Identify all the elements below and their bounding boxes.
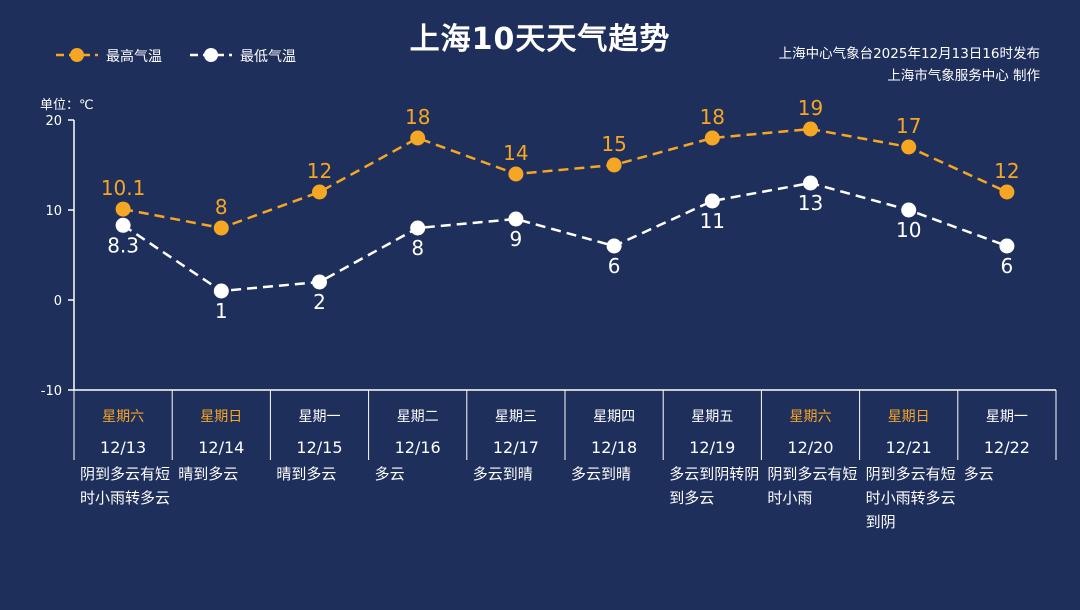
date-label: 12/16 [394,438,441,457]
date-label: 12/18 [591,438,638,457]
high-temp-label: 12 [307,159,332,183]
high-temp-point [115,201,131,217]
low-temp-line [122,181,1008,293]
legend-swatch-low [190,48,232,62]
high-temp-label: 14 [503,141,528,165]
day-cell: 星期日 12/21 [860,392,958,457]
legend-label-low: 最低气温 [240,49,296,65]
day-cell: 星期六 12/13 [74,392,172,457]
high-temp-point [901,139,917,155]
high-temp-point [999,184,1015,200]
high-temp-point [508,166,524,182]
low-temp-label: 9 [510,227,523,251]
low-temp-point [803,175,818,191]
high-temp-point [312,184,327,200]
weather-description: 阴到多云有短时小雨 [767,465,858,507]
low-temp-label: 8 [411,236,424,260]
low-temp-label: 10 [896,218,921,242]
date-label: 12/22 [983,438,1030,457]
y-tick-label: 0 [54,294,62,309]
source-producer: 上海市气象服务中心 制作 [887,68,1040,84]
high-temp-label: 8 [215,195,228,219]
low-temp-point [606,238,622,254]
weekday-label: 星期日 [887,409,930,425]
low-temp-label: 8.3 [107,233,139,257]
low-temp-point [508,211,524,227]
weather-description: 多云 [963,465,994,483]
high-temp-point [803,121,818,137]
y-tick-label: 10 [45,204,62,219]
weather-description: 阴到多云有短时小雨转多云 [80,465,171,507]
date-label: 12/17 [492,438,539,457]
high-temp-point [704,130,720,146]
weekday-label: 星期三 [494,409,537,425]
weekday-label: 星期一 [985,409,1028,425]
date-label: 12/14 [198,438,245,457]
weekday-label: 星期一 [298,409,341,425]
high-temp-label: 19 [798,96,823,120]
low-temp-label: 6 [1001,254,1014,278]
high-temp-label: 17 [896,114,921,138]
day-cell: 星期二 12/16 [369,392,467,457]
weekday-label: 星期日 [200,409,243,425]
day-cell: 星期五 12/19 [663,392,761,457]
low-temp-label: 13 [798,191,823,215]
date-label: 12/21 [885,438,932,457]
day-cell: 星期一 12/15 [270,392,368,457]
date-label: 12/13 [100,438,147,457]
high-temp-label: 18 [405,105,430,129]
chart-title: 上海10天天气趋势 [409,22,671,57]
high-temp-point [410,130,426,146]
legend-label-high: 最高气温 [106,49,162,65]
low-temp-point [704,193,720,209]
weather-description: 多云到阴转阴到多云 [669,465,760,507]
high-temp-point [606,157,622,173]
low-temp-point [410,220,426,236]
low-temp-point [115,217,131,233]
high-temp-line [122,127,1008,230]
date-label: 12/19 [689,438,736,457]
low-temp-label: 2 [313,290,326,314]
weekday-label: 星期五 [691,409,734,425]
day-cell: 星期六 12/20 [761,392,859,457]
weekday-label: 星期六 [102,409,145,425]
weather-description: 晴到多云 [276,465,337,483]
weekday-label: 星期二 [396,409,439,425]
high-temp-label: 12 [994,159,1019,183]
date-label: 12/15 [296,438,343,457]
low-temp-point [213,283,229,299]
day-cell: 星期四 12/18 [565,392,663,457]
weekday-label: 星期四 [593,409,636,425]
day-cell: 星期三 12/17 [467,392,565,457]
day-cell: 星期日 12/14 [172,392,270,457]
day-cell: 星期一 12/22 [958,392,1056,457]
weather-description: 多云到晴 [472,465,533,483]
y-tick-label: -10 [41,384,62,399]
y-unit-label: 单位：℃ [40,98,94,113]
low-temp-label: 6 [608,254,621,278]
weather-description: 多云到晴 [571,465,632,483]
high-temp-label: 10.1 [101,176,146,200]
legend-swatch-high [56,48,98,62]
weather-description: 多云 [374,465,405,483]
low-temp-point [901,202,917,218]
high-temp-label: 18 [700,105,725,129]
low-temp-point [312,274,327,290]
low-temp-label: 1 [215,299,228,323]
high-temp-point [213,220,229,236]
date-label: 12/20 [787,438,834,457]
low-temp-point [999,238,1015,254]
y-tick-label: 20 [45,114,62,129]
weather-description: 阴到多云有短时小雨转多云到阴 [865,465,956,531]
low-temp-label: 11 [700,209,725,233]
weekday-label: 星期六 [789,409,832,425]
high-temp-label: 15 [601,132,626,156]
weather-description: 晴到多云 [178,465,239,483]
source-issuer: 上海中心气象台2025年12月13日16时发布 [778,46,1040,62]
